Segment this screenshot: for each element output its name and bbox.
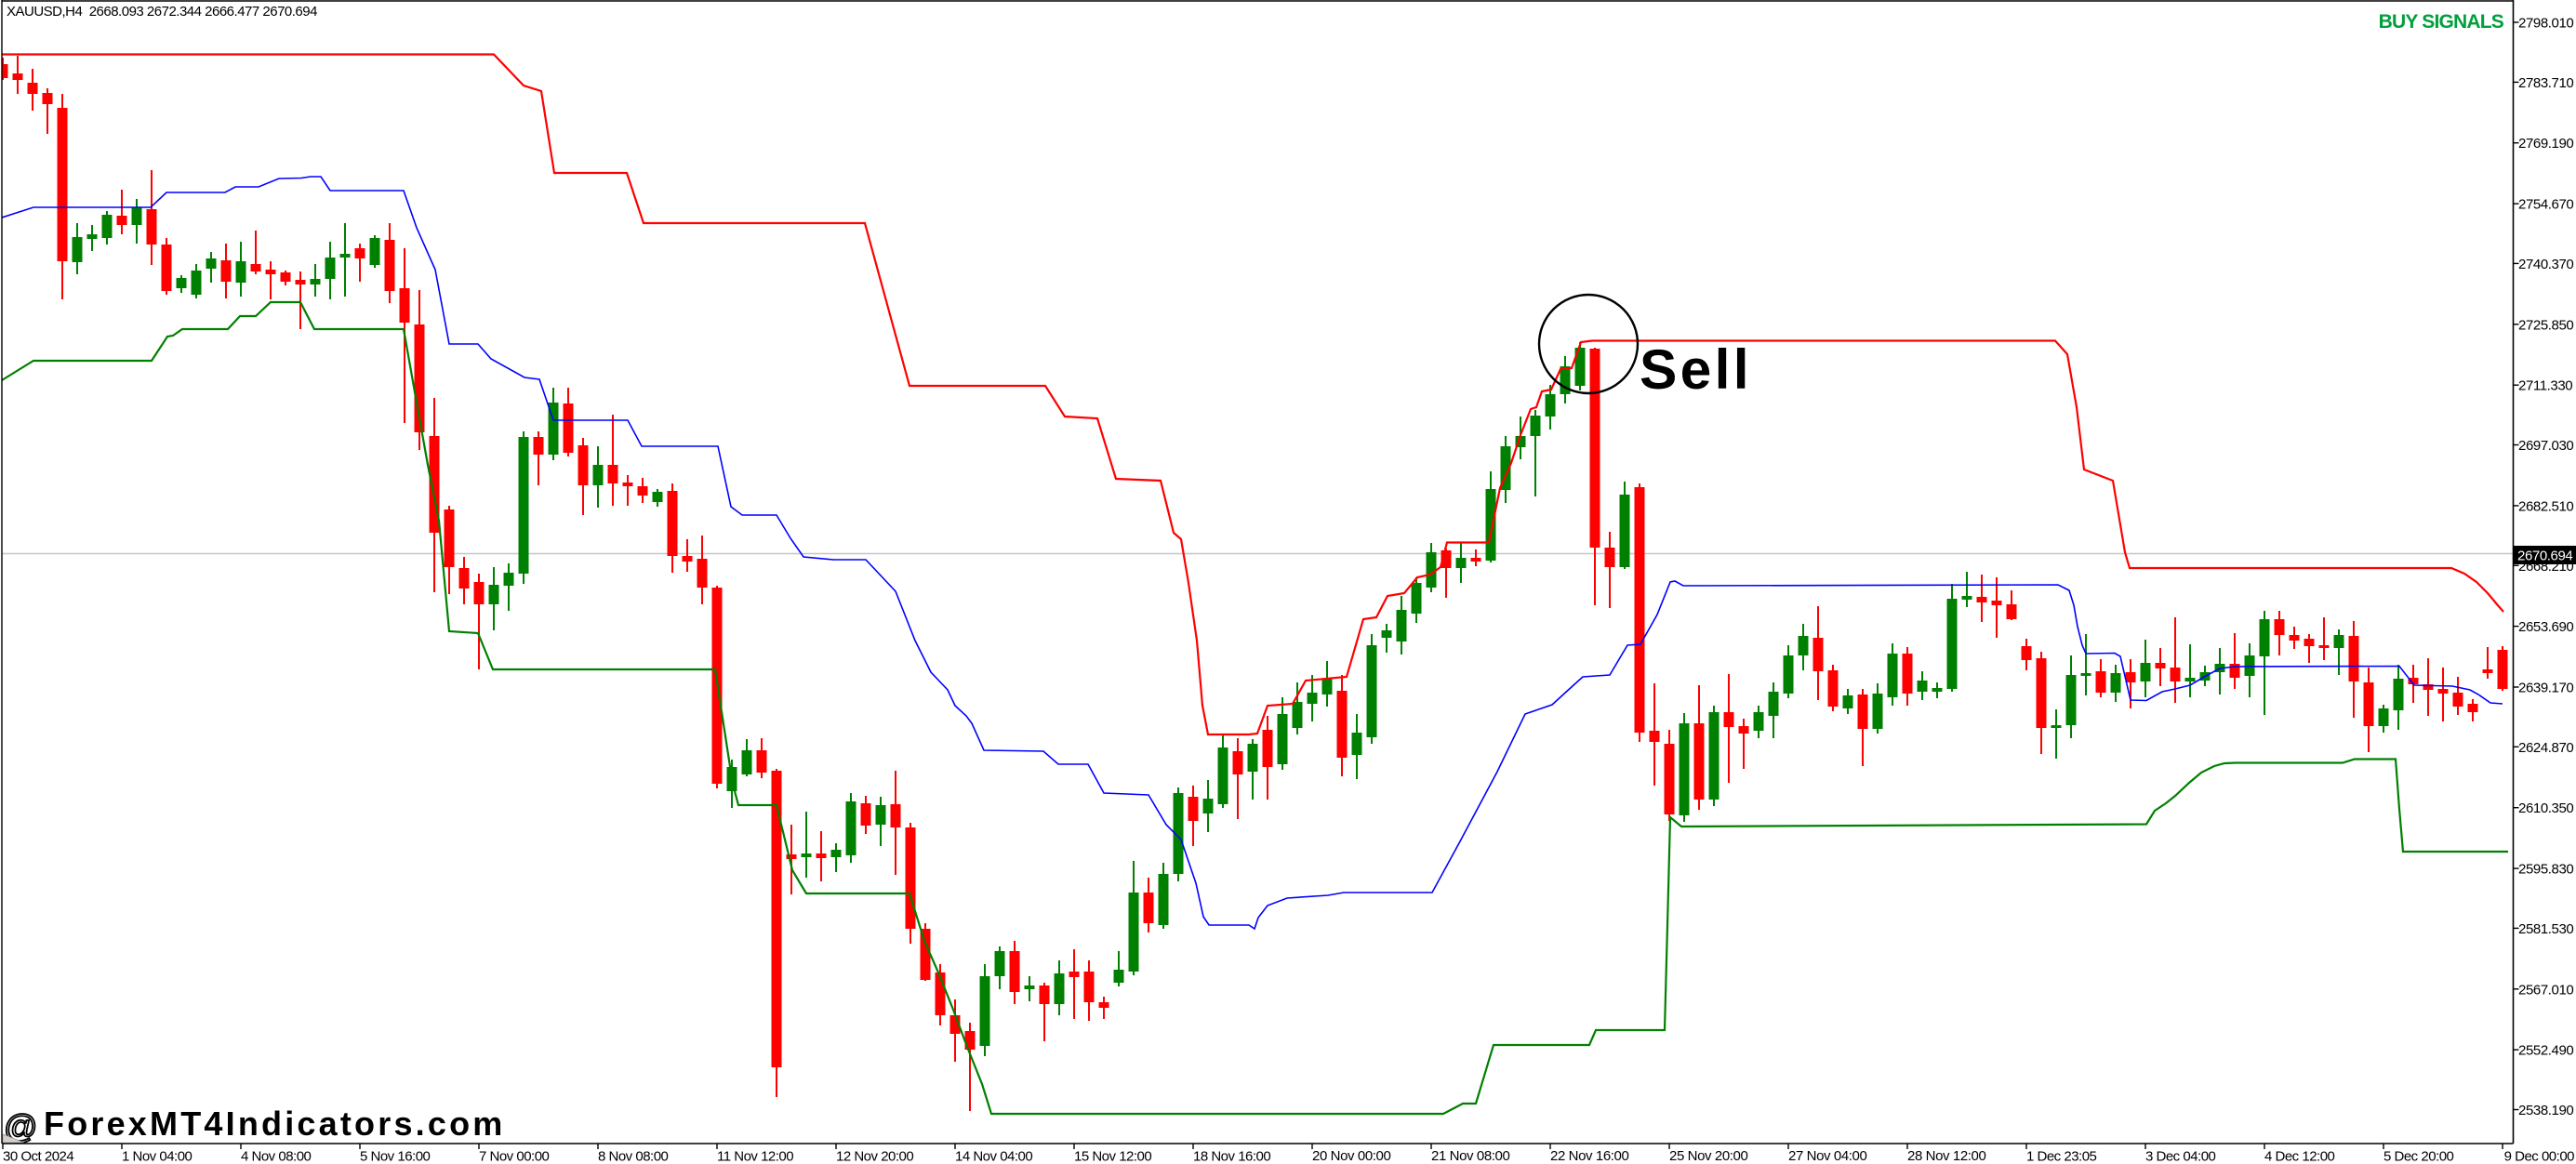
svg-text:15 Nov 12:00: 15 Nov 12:00 xyxy=(1074,1149,1151,1164)
svg-text:2595.830: 2595.830 xyxy=(2518,862,2573,878)
svg-text:2798.010: 2798.010 xyxy=(2518,16,2573,32)
svg-text:11 Nov 12:00: 11 Nov 12:00 xyxy=(717,1149,793,1164)
svg-text:2538.190: 2538.190 xyxy=(2518,1103,2573,1118)
svg-text:2610.350: 2610.350 xyxy=(2518,800,2573,816)
svg-text:21 Nov 08:00: 21 Nov 08:00 xyxy=(1431,1148,1509,1164)
svg-text:14 Nov 04:00: 14 Nov 04:00 xyxy=(955,1149,1032,1164)
svg-text:2552.490: 2552.490 xyxy=(2518,1043,2573,1059)
svg-text:2783.710: 2783.710 xyxy=(2518,75,2573,91)
svg-text:4 Dec 12:00: 4 Dec 12:00 xyxy=(2264,1149,2335,1164)
svg-text:1 Nov 04:00: 1 Nov 04:00 xyxy=(122,1149,193,1164)
svg-text:18 Nov 16:00: 18 Nov 16:00 xyxy=(1193,1149,1270,1164)
svg-text:25 Nov 20:00: 25 Nov 20:00 xyxy=(1669,1148,1747,1164)
svg-text:8 Nov 08:00: 8 Nov 08:00 xyxy=(598,1149,669,1164)
svg-text:2653.690: 2653.690 xyxy=(2518,619,2573,635)
svg-text:5 Nov 16:00: 5 Nov 16:00 xyxy=(360,1149,431,1164)
svg-text:2697.030: 2697.030 xyxy=(2518,438,2573,454)
svg-text:2639.170: 2639.170 xyxy=(2518,681,2573,696)
svg-text:1 Dec 23:05: 1 Dec 23:05 xyxy=(2026,1149,2097,1164)
svg-text:28 Nov 12:00: 28 Nov 12:00 xyxy=(1907,1148,1985,1164)
svg-text:Sell: Sell xyxy=(1640,337,1752,401)
svg-text:5 Dec 20:00: 5 Dec 20:00 xyxy=(2383,1149,2454,1164)
svg-text:2567.010: 2567.010 xyxy=(2518,982,2573,998)
svg-text:27 Nov 04:00: 27 Nov 04:00 xyxy=(1788,1148,1866,1164)
svg-text:30 Oct 2024: 30 Oct 2024 xyxy=(3,1149,73,1164)
svg-text:2740.370: 2740.370 xyxy=(2518,257,2573,272)
svg-text:20 Nov 00:00: 20 Nov 00:00 xyxy=(1312,1148,1390,1164)
svg-text:XAUUSD,H4 2668.093 2672.344 2: XAUUSD,H4 2668.093 2672.344 2666.477 267… xyxy=(7,4,317,20)
svg-text:2711.330: 2711.330 xyxy=(2518,378,2572,394)
svg-text:2624.870: 2624.870 xyxy=(2518,740,2573,756)
svg-text:22 Nov 16:00: 22 Nov 16:00 xyxy=(1550,1148,1628,1164)
svg-text:4 Nov 08:00: 4 Nov 08:00 xyxy=(241,1149,312,1164)
svg-text:2670.694: 2670.694 xyxy=(2517,549,2572,564)
svg-text:7 Nov 00:00: 7 Nov 00:00 xyxy=(479,1149,550,1164)
svg-text:2725.850: 2725.850 xyxy=(2518,317,2573,333)
svg-text:2581.530: 2581.530 xyxy=(2518,921,2573,937)
svg-text:2769.190: 2769.190 xyxy=(2518,136,2573,152)
svg-text:2682.510: 2682.510 xyxy=(2518,498,2573,514)
svg-text:12 Nov 20:00: 12 Nov 20:00 xyxy=(836,1149,913,1164)
svg-text:9 Dec 00:00: 9 Dec 00:00 xyxy=(2504,1149,2575,1164)
svg-text:ForexMT4Indicators.com: ForexMT4Indicators.com xyxy=(44,1104,506,1143)
svg-text:2754.670: 2754.670 xyxy=(2518,197,2573,213)
svg-text:BUY SIGNALS: BUY SIGNALS xyxy=(2379,11,2504,33)
svg-text:3 Dec 04:00: 3 Dec 04:00 xyxy=(2145,1149,2216,1164)
